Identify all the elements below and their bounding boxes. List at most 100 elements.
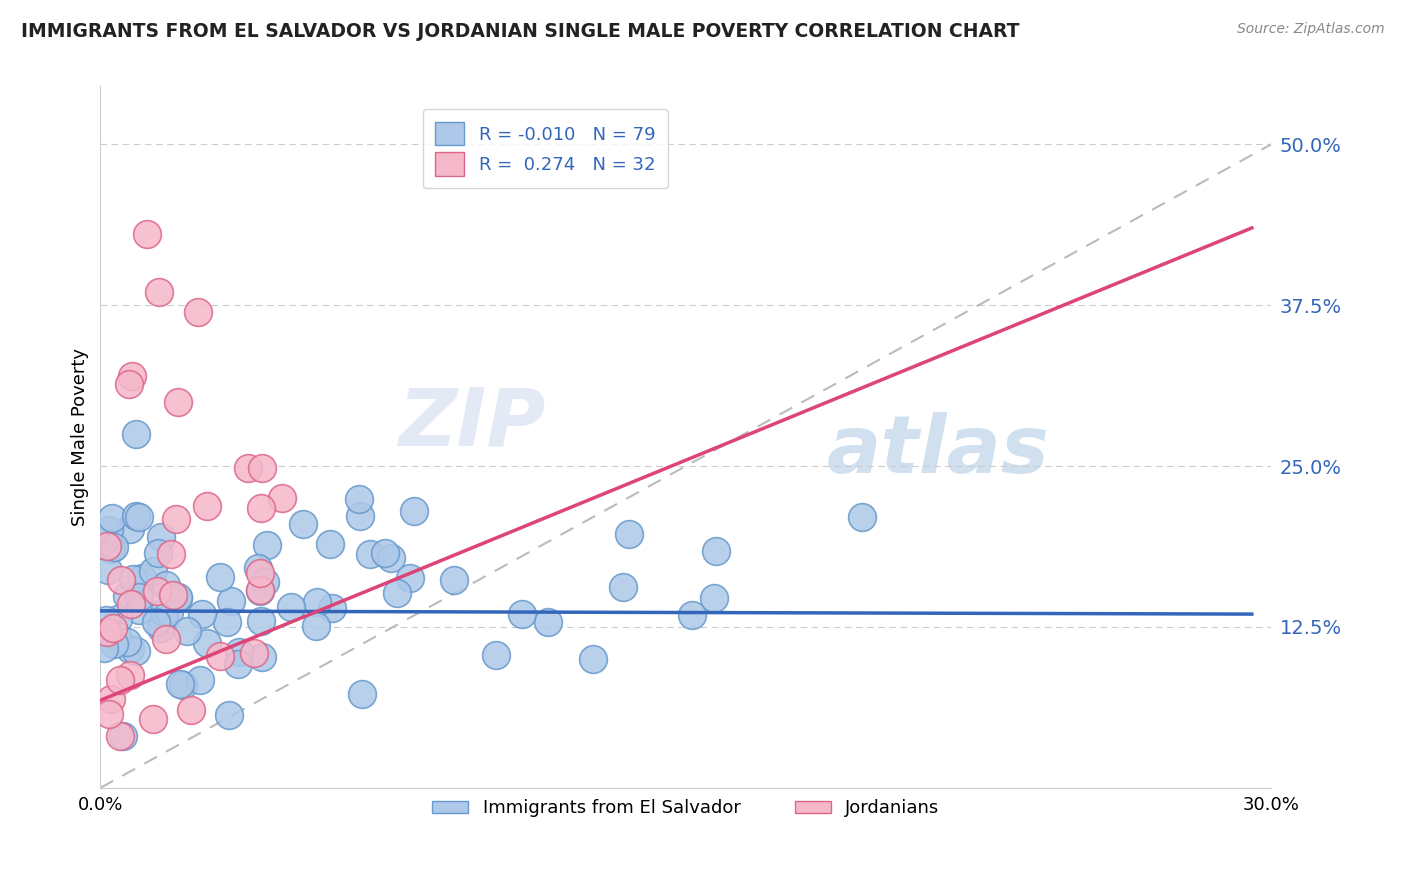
- Point: [249, 566, 271, 580]
- Point: [195, 636, 218, 650]
- Point: [280, 599, 302, 614]
- Point: [155, 578, 177, 592]
- Point: [159, 547, 181, 561]
- Point: [162, 588, 184, 602]
- Point: [510, 607, 533, 621]
- Point: [404, 504, 426, 518]
- Point: [96, 624, 118, 639]
- Point: [100, 541, 122, 556]
- Text: atlas: atlas: [827, 412, 1049, 490]
- Point: [105, 628, 128, 642]
- Point: [180, 703, 202, 717]
- Point: [380, 551, 402, 566]
- Point: [103, 540, 125, 554]
- Point: [195, 499, 218, 513]
- Point: [218, 707, 240, 722]
- Point: [249, 584, 271, 599]
- Point: [582, 652, 605, 666]
- Point: [443, 573, 465, 587]
- Point: [115, 635, 138, 649]
- Point: [159, 606, 181, 620]
- Point: [97, 563, 120, 577]
- Point: [125, 643, 148, 657]
- Point: [101, 511, 124, 525]
- Point: [360, 547, 382, 561]
- Point: [97, 706, 120, 721]
- Point: [236, 460, 259, 475]
- Point: [374, 545, 396, 559]
- Point: [96, 539, 118, 553]
- Point: [249, 614, 271, 628]
- Point: [142, 712, 165, 726]
- Point: [142, 564, 165, 578]
- Point: [271, 491, 294, 506]
- Point: [108, 730, 131, 744]
- Point: [704, 544, 727, 558]
- Point: [250, 500, 273, 515]
- Point: [349, 491, 371, 506]
- Point: [321, 600, 343, 615]
- Point: [851, 510, 873, 524]
- Point: [93, 534, 115, 549]
- Point: [124, 426, 146, 441]
- Point: [122, 572, 145, 586]
- Point: [93, 641, 115, 656]
- Point: [167, 394, 190, 409]
- Point: [136, 227, 159, 242]
- Point: [349, 508, 371, 523]
- Point: [246, 561, 269, 575]
- Point: [149, 530, 172, 544]
- Point: [169, 677, 191, 691]
- Point: [291, 516, 314, 531]
- Point: [107, 612, 129, 626]
- Point: [128, 590, 150, 604]
- Point: [252, 461, 274, 475]
- Point: [385, 586, 408, 600]
- Point: [228, 645, 250, 659]
- Legend: Immigrants from El Salvador, Jordanians: Immigrants from El Salvador, Jordanians: [425, 792, 946, 824]
- Text: Source: ZipAtlas.com: Source: ZipAtlas.com: [1237, 22, 1385, 37]
- Point: [101, 622, 124, 636]
- Point: [617, 526, 640, 541]
- Point: [97, 523, 120, 537]
- Point: [108, 673, 131, 688]
- Point: [165, 511, 187, 525]
- Point: [148, 546, 170, 560]
- Point: [155, 632, 177, 646]
- Point: [253, 575, 276, 590]
- Point: [612, 580, 634, 594]
- Text: ZIP: ZIP: [398, 384, 546, 462]
- Point: [176, 624, 198, 638]
- Point: [153, 605, 176, 619]
- Point: [703, 591, 725, 606]
- Point: [191, 607, 214, 622]
- Point: [188, 673, 211, 687]
- Point: [318, 537, 340, 551]
- Y-axis label: Single Male Poverty: Single Male Poverty: [72, 348, 89, 526]
- Point: [226, 657, 249, 671]
- Point: [121, 368, 143, 383]
- Point: [249, 582, 271, 597]
- Point: [537, 615, 560, 630]
- Point: [100, 691, 122, 706]
- Point: [256, 538, 278, 552]
- Point: [209, 570, 232, 584]
- Point: [187, 304, 209, 318]
- Point: [146, 584, 169, 599]
- Point: [250, 650, 273, 665]
- Point: [150, 621, 173, 635]
- Point: [153, 614, 176, 628]
- Point: [305, 595, 328, 609]
- Point: [131, 571, 153, 585]
- Point: [217, 615, 239, 629]
- Point: [399, 571, 422, 585]
- Point: [242, 646, 264, 660]
- Point: [125, 509, 148, 524]
- Point: [110, 573, 132, 587]
- Point: [118, 376, 141, 391]
- Point: [172, 678, 194, 692]
- Point: [128, 602, 150, 616]
- Point: [120, 598, 142, 612]
- Point: [166, 591, 188, 605]
- Point: [115, 589, 138, 603]
